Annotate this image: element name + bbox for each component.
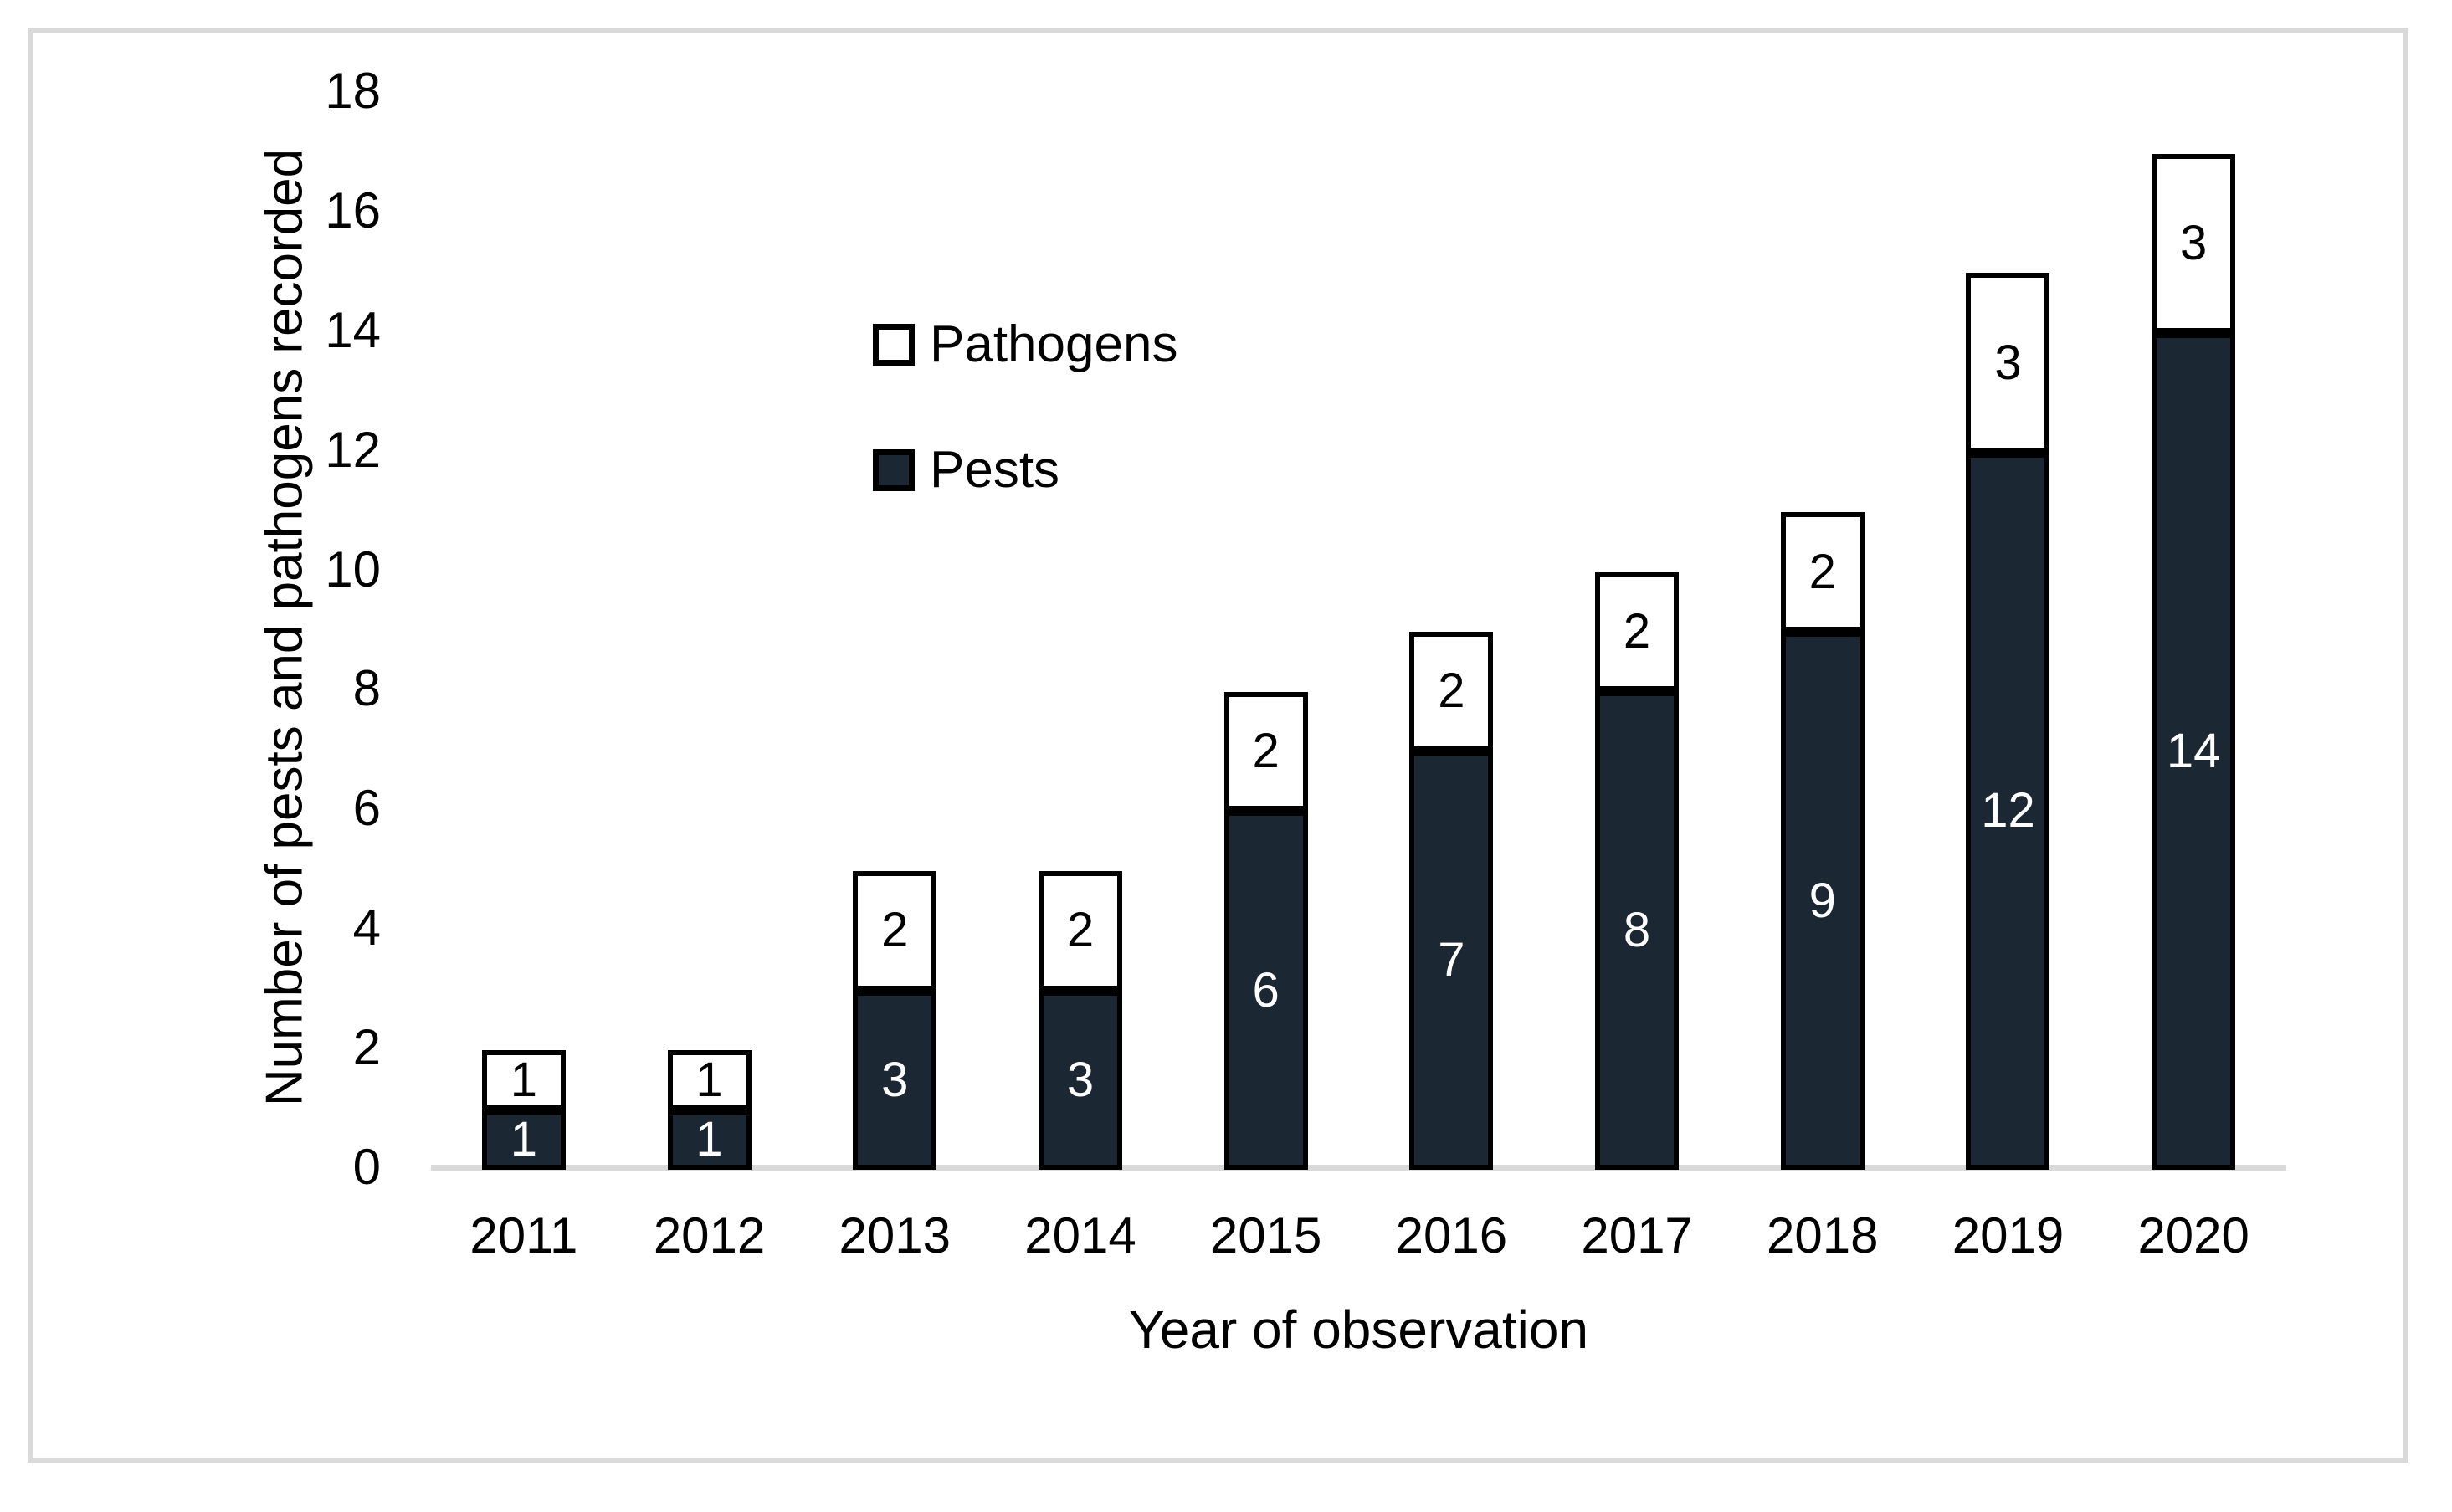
pathogens-value-label: 2 bbox=[881, 903, 909, 958]
y-tick-label-2: 2 bbox=[352, 1019, 381, 1076]
pathogens-swatch-icon bbox=[873, 324, 915, 366]
pests-segment-2013: 3 bbox=[853, 990, 937, 1170]
pathogens-value-label: 1 bbox=[510, 1052, 537, 1107]
pests-segment-2014: 3 bbox=[1038, 990, 1122, 1170]
pests-value-label: 9 bbox=[1808, 873, 1836, 928]
x-tick-label-2011: 2011 bbox=[469, 1207, 578, 1263]
pests-value-label: 3 bbox=[881, 1052, 909, 1107]
legend-item-pests: Pests bbox=[873, 444, 1177, 496]
y-tick-label-0: 0 bbox=[352, 1139, 381, 1195]
pathogens-value-label: 2 bbox=[1808, 544, 1836, 599]
pests-segment-2017: 8 bbox=[1595, 691, 1680, 1170]
pests-value-label: 7 bbox=[1438, 932, 1465, 987]
x-tick-label-2018: 2018 bbox=[1767, 1207, 1879, 1263]
pathogens-segment-2012: 1 bbox=[667, 1050, 752, 1110]
pathogens-segment-2020: 3 bbox=[2152, 153, 2236, 333]
x-tick-label-2017: 2017 bbox=[1581, 1207, 1693, 1263]
x-tick-label-2015: 2015 bbox=[1209, 1207, 1322, 1263]
pathogens-segment-2015: 2 bbox=[1223, 691, 1308, 812]
bar-slot-2019: 3 12 bbox=[1916, 94, 2101, 1170]
x-tick-label-2020: 2020 bbox=[2137, 1207, 2249, 1263]
pathogens-segment-2013: 2 bbox=[853, 870, 937, 991]
pathogens-segment-2011: 1 bbox=[481, 1050, 566, 1110]
x-axis-title: Year of observation bbox=[1128, 1299, 1589, 1360]
pests-segment-2015: 6 bbox=[1223, 811, 1308, 1170]
plot-area: 1 1 1 1 2 3 2 3 2 6 2 7 2 8 2 9 3 12 3 14 bbox=[431, 94, 2286, 1170]
pathogens-value-label: 1 bbox=[695, 1052, 723, 1107]
x-tick-label-2016: 2016 bbox=[1395, 1207, 1508, 1263]
pathogens-value-label: 3 bbox=[1994, 335, 2022, 390]
pathogens-value-label: 2 bbox=[1438, 664, 1465, 719]
y-axis-title: Number of pests and pathogens recorded bbox=[255, 148, 314, 1107]
y-tick-label-10: 10 bbox=[325, 541, 381, 597]
pests-value-label: 12 bbox=[1981, 783, 2035, 838]
x-axis-line bbox=[431, 1165, 2286, 1171]
bar-slot-2020: 3 14 bbox=[2101, 94, 2286, 1170]
pests-value-label: 6 bbox=[1252, 962, 1280, 1017]
legend: Pathogens Pests bbox=[873, 319, 1177, 496]
pests-value-label: 8 bbox=[1623, 903, 1651, 958]
pests-value-label: 1 bbox=[510, 1112, 537, 1167]
pathogens-segment-2018: 2 bbox=[1780, 512, 1865, 633]
pathogens-value-label: 3 bbox=[2180, 215, 2208, 270]
pathogens-value-label: 2 bbox=[1252, 723, 1280, 778]
pathogens-value-label: 2 bbox=[1623, 604, 1651, 659]
stacked-bar-2019: 3 12 bbox=[1966, 273, 2050, 1170]
x-tick-label-2014: 2014 bbox=[1024, 1207, 1136, 1263]
y-tick-label-16: 16 bbox=[325, 182, 381, 238]
x-tick-label-2012: 2012 bbox=[653, 1207, 766, 1263]
pathogens-value-label: 2 bbox=[1066, 903, 1095, 958]
y-tick-label-18: 18 bbox=[325, 63, 381, 120]
pests-segment-2012: 1 bbox=[667, 1110, 752, 1170]
y-tick-label-12: 12 bbox=[325, 421, 381, 478]
pests-swatch-icon bbox=[873, 449, 915, 491]
pathogens-segment-2017: 2 bbox=[1595, 571, 1680, 692]
pests-segment-2020: 14 bbox=[2152, 332, 2236, 1170]
legend-label-pests: Pests bbox=[930, 441, 1060, 499]
pathogens-segment-2014: 2 bbox=[1038, 870, 1122, 991]
y-tick-label-6: 6 bbox=[352, 780, 381, 837]
pests-value-label: 3 bbox=[1066, 1052, 1095, 1107]
pests-segment-2019: 12 bbox=[1966, 452, 2050, 1170]
legend-label-pathogens: Pathogens bbox=[930, 315, 1178, 373]
legend-item-pathogens: Pathogens bbox=[873, 319, 1177, 371]
stacked-bar-2020: 3 14 bbox=[2152, 153, 2236, 1170]
pests-value-label: 1 bbox=[695, 1112, 723, 1167]
pathogens-segment-2019: 3 bbox=[1966, 273, 2050, 453]
y-tick-label-8: 8 bbox=[352, 660, 381, 717]
y-tick-label-4: 4 bbox=[352, 900, 381, 956]
pests-segment-2016: 7 bbox=[1409, 751, 1494, 1170]
x-tick-label-2013: 2013 bbox=[839, 1207, 951, 1263]
pests-segment-2011: 1 bbox=[481, 1110, 566, 1170]
pathogens-segment-2016: 2 bbox=[1409, 632, 1494, 751]
y-tick-label-14: 14 bbox=[325, 301, 381, 358]
pests-value-label: 14 bbox=[2166, 723, 2221, 778]
x-axis-tick-labels: 2011 2012 2013 2014 2015 2016 2017 2018 2019 2020 bbox=[431, 1208, 2286, 1263]
x-tick-label-2019: 2019 bbox=[1952, 1207, 2065, 1263]
pests-segment-2018: 9 bbox=[1780, 632, 1865, 1170]
